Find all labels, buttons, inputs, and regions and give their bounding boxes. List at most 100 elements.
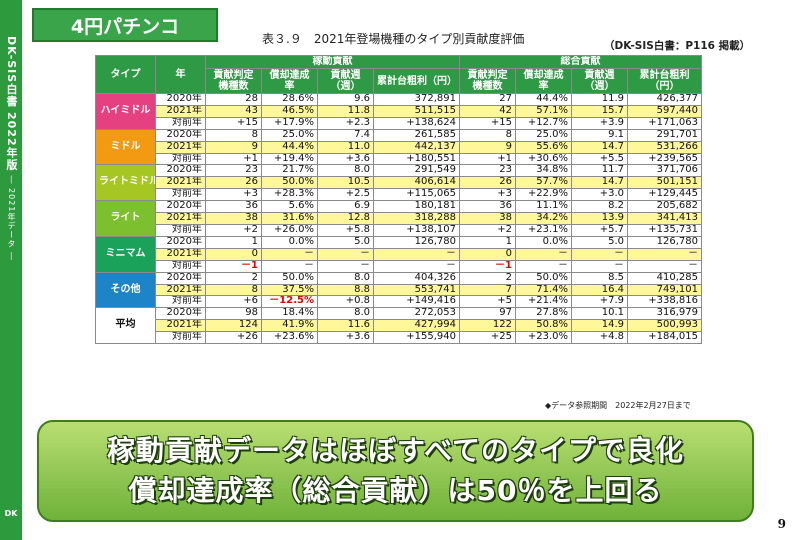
header-col: 貢献週（週） xyxy=(571,68,628,94)
year-cell: 2021年 xyxy=(155,212,206,225)
value-cell: 0.0% xyxy=(261,235,318,249)
value-cell: 50.0% xyxy=(515,271,572,285)
section-badge: 4円パチンコ xyxy=(32,8,218,42)
value-cell: 50.8% xyxy=(515,319,572,333)
table-header-row-2: 貢献判定機種数 償却達成率 貢献週（週） 累計台粗利（円） 貢献判定機種数 償却… xyxy=(96,68,702,94)
value-cell: 26 xyxy=(459,176,516,190)
value-cell: － xyxy=(261,247,318,261)
value-cell: +1 xyxy=(459,152,516,166)
value-cell: 5.0 xyxy=(317,235,374,249)
year-cell: 対前年 xyxy=(155,295,206,309)
value-cell: 28 xyxy=(205,93,262,106)
value-cell: － xyxy=(373,247,460,261)
table-row: 2021年 43 46.5% 11.8 511,515 42 57.1% 15.7 597,44… xyxy=(96,104,702,118)
value-cell: 50.0% xyxy=(261,176,318,190)
table-row: 2021年 9 44.4% 11.0 442,137 9 55.6% 14.7 531,266 xyxy=(96,140,702,154)
type-label: ハイミドル xyxy=(95,93,156,130)
value-cell: 126,780 xyxy=(373,235,460,249)
year-cell: 対前年 xyxy=(155,259,206,273)
value-cell: 291,549 xyxy=(373,164,460,178)
value-cell: +17.9% xyxy=(261,116,318,130)
value-cell: +23.0% xyxy=(515,331,572,345)
header-col: 貢献判定機種数 xyxy=(205,68,262,94)
header-col: 貢献週（週） xyxy=(317,68,374,94)
value-cell: 8 xyxy=(205,283,262,297)
value-cell: 8 xyxy=(459,128,516,142)
summary-line-2: 償却達成率（総合貢献）は50％を上回る xyxy=(128,474,663,507)
value-cell: +23.6% xyxy=(261,331,318,345)
value-cell: +4.8 xyxy=(571,331,628,345)
table-row: ハイミドル 2020年 28 28.6% 9.6 372,891 27 44.4% 11.9 42… xyxy=(95,93,702,130)
value-cell: +2.5 xyxy=(317,188,374,202)
year-cell: 対前年 xyxy=(155,331,206,345)
value-cell: 7.4 xyxy=(317,128,374,142)
value-cell: 0 xyxy=(459,247,516,261)
value-cell: 371,706 xyxy=(627,164,702,178)
table-row: 対前年 +3 +28.3% +2.5 +115,065 +3 +22.9% +3.0 +129,… xyxy=(96,188,702,202)
table-row: ミドル 2020年 8 25.0% 7.4 261,585 8 25.0% 9.1 291,701 xyxy=(95,128,702,166)
year-cell: 2020年 xyxy=(155,128,206,142)
value-cell: 27.8% xyxy=(515,307,572,321)
value-cell: +171,063 xyxy=(627,116,702,130)
table-header-row-1: タイプ 年 稼動貢献 総合貢献 xyxy=(95,55,702,94)
type-label: ライト xyxy=(95,200,156,237)
value-cell: +135,731 xyxy=(627,223,702,237)
value-cell: 1 xyxy=(205,235,262,249)
value-cell: +3.6 xyxy=(317,152,374,166)
header-col: 償却達成率 xyxy=(261,68,318,94)
table-row: 2021年 0 －－－ 0 －－－ xyxy=(96,247,702,261)
value-cell: 14.7 xyxy=(571,140,628,154)
value-cell: － xyxy=(515,247,572,261)
value-cell: +6 xyxy=(205,295,262,309)
type-label: 平均 xyxy=(95,307,156,345)
value-cell: 426,377 xyxy=(627,93,702,106)
value-cell: 36 xyxy=(205,200,262,214)
value-cell: － xyxy=(261,259,318,273)
value-cell: 501,151 xyxy=(627,176,702,190)
year-cell: 2020年 xyxy=(155,235,206,249)
value-cell: 318,288 xyxy=(373,212,460,225)
year-cell: 2021年 xyxy=(155,176,206,190)
value-cell: +15 xyxy=(205,116,262,130)
value-cell: +7.9 xyxy=(571,295,628,309)
value-cell: +26.0% xyxy=(261,223,318,237)
value-cell: +155,940 xyxy=(373,331,460,345)
header-group-operation: 稼動貢献 xyxy=(205,55,460,69)
value-cell: 205,682 xyxy=(627,200,702,214)
value-cell: +22.9% xyxy=(515,188,572,202)
value-cell: 0 xyxy=(205,247,262,261)
year-cell: 対前年 xyxy=(155,188,206,202)
value-cell: 126,780 xyxy=(627,235,702,249)
value-cell: 38 xyxy=(459,212,516,225)
value-cell: 44.4% xyxy=(261,140,318,154)
value-cell: 11.0 xyxy=(317,140,374,154)
value-cell: 261,585 xyxy=(373,128,460,142)
value-cell: 8.2 xyxy=(571,200,628,214)
value-cell: 442,137 xyxy=(373,140,460,154)
value-cell: +15 xyxy=(459,116,516,130)
value-cell: 272,053 xyxy=(373,307,460,321)
value-cell: 404,326 xyxy=(373,271,460,285)
value-cell: 57.7% xyxy=(515,176,572,190)
value-cell: － xyxy=(571,259,628,273)
value-cell: +2 xyxy=(459,223,516,237)
year-cell: 2021年 xyxy=(155,140,206,154)
year-cell: 対前年 xyxy=(155,152,206,166)
value-cell: 11.1% xyxy=(515,200,572,214)
type-label: ミドル xyxy=(95,128,156,166)
contribution-table: タイプ 年 稼動貢献 総合貢献 貢献判定機種数 償却達成率 貢献週（週） 累計台… xyxy=(95,55,702,345)
value-cell: 8 xyxy=(205,128,262,142)
value-cell: － xyxy=(571,247,628,261)
value-cell: 9.1 xyxy=(571,128,628,142)
value-cell: +21.4% xyxy=(515,295,572,309)
header-col: 累計台粗利（円） xyxy=(627,68,702,94)
value-cell: 37.5% xyxy=(261,283,318,297)
value-cell: 18.4% xyxy=(261,307,318,321)
type-label: ライトミドル xyxy=(95,164,156,202)
value-cell: 42 xyxy=(459,104,516,118)
value-cell: 34.8% xyxy=(515,164,572,178)
value-cell: 11.8 xyxy=(317,104,374,118)
value-cell: 10.5 xyxy=(317,176,374,190)
value-cell: － xyxy=(515,259,572,273)
table-row: 2021年 124 41.9% 11.6 427,994 122 50.8% 14.9 500,… xyxy=(96,319,702,333)
